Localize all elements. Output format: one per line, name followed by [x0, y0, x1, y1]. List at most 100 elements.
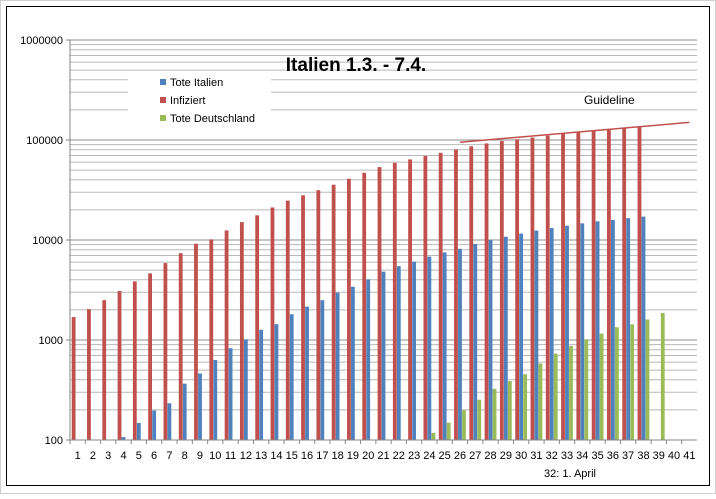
legend-label: Infiziert	[170, 95, 205, 107]
bar-infiziert	[469, 146, 474, 441]
x-tick-label: 1	[75, 450, 81, 462]
legend-label: Tote Deutschland	[170, 113, 255, 125]
bar-tote-italien	[366, 279, 371, 440]
bar-infiziert	[408, 159, 412, 440]
bar-tote-italien	[259, 329, 264, 440]
legend-swatch	[160, 115, 166, 121]
bar-tote-italien	[228, 348, 233, 440]
bar-infiziert	[377, 167, 382, 440]
bar-tote-deutschland	[477, 399, 482, 440]
x-tick-label: 26	[454, 450, 466, 462]
bar-infiziert	[515, 139, 520, 440]
bar-tote-italien	[534, 230, 539, 440]
x-tick-label: 19	[347, 450, 359, 462]
bar-tote-deutschland	[446, 422, 451, 440]
legend-box	[128, 72, 271, 130]
bar-infiziert	[270, 207, 275, 440]
bar-infiziert	[637, 126, 642, 441]
x-tick-label: 23	[408, 450, 420, 462]
legend-swatch	[160, 79, 166, 85]
bar-tote-italien	[641, 216, 646, 440]
april-annotation: 32: 1. April	[544, 468, 596, 480]
y-tick-label: 100	[45, 435, 63, 447]
bar-infiziert	[301, 195, 305, 440]
x-tick-label: 24	[423, 450, 435, 462]
x-tick-label: 22	[393, 450, 405, 462]
legend-label: Tote Italien	[170, 77, 223, 89]
bar-tote-deutschland	[523, 374, 528, 440]
x-tick-label: 6	[151, 450, 157, 462]
x-tick-label: 9	[197, 450, 203, 462]
x-tick-label: 30	[515, 450, 527, 462]
x-tick-label: 33	[561, 450, 573, 462]
bar-tote-italien	[320, 300, 325, 440]
legend: Tote Italien Infiziert Tote Deutschland	[128, 72, 271, 130]
bar-infiziert	[591, 130, 596, 440]
bar-tote-italien	[152, 410, 157, 440]
x-tick-label: 16	[301, 450, 313, 462]
guideline-label: Guideline	[584, 93, 635, 107]
bar-infiziert	[194, 243, 198, 440]
bar-tote-italien	[198, 373, 202, 440]
chart-border	[6, 6, 710, 486]
x-tick-label: 13	[255, 450, 267, 462]
bar-tote-deutschland	[599, 333, 604, 440]
x-tick-label: 32	[546, 450, 558, 462]
bar-tote-italien	[519, 233, 524, 440]
bar-tote-deutschland	[492, 388, 497, 440]
bar-tote-italien	[626, 218, 631, 440]
bar-tote-italien	[610, 219, 615, 440]
x-tick-label: 3	[105, 450, 111, 462]
bar-tote-italien	[305, 306, 309, 440]
bar-infiziert	[178, 253, 183, 440]
bar-infiziert	[392, 162, 397, 440]
x-tick-label: 5	[136, 450, 142, 462]
bar-tote-italien	[121, 437, 126, 440]
bar-infiziert	[255, 215, 260, 440]
x-tick-label: 31	[530, 450, 542, 462]
legend-swatch	[160, 97, 166, 103]
bar-infiziert	[484, 143, 489, 440]
bar-tote-italien	[580, 223, 585, 440]
x-tick-label: 15	[286, 450, 298, 462]
bar-tote-deutschland	[630, 324, 635, 440]
bar-infiziert	[561, 133, 565, 440]
bar-infiziert	[87, 309, 91, 440]
bar-infiziert	[622, 127, 627, 441]
bar-tote-italien	[458, 248, 462, 440]
bar-tote-deutschland	[462, 410, 466, 440]
bar-infiziert	[148, 273, 153, 440]
bar-infiziert	[454, 149, 458, 440]
bar-tote-italien	[274, 324, 279, 440]
bar-tote-deutschland	[614, 327, 619, 440]
x-tick-label: 29	[500, 450, 512, 462]
chart-title: Italien 1.3. - 7.4.	[286, 55, 426, 76]
x-tick-label: 28	[484, 450, 496, 462]
x-tick-label: 18	[331, 450, 343, 462]
x-tick-label: 38	[637, 450, 649, 462]
bar-tote-italien	[412, 261, 416, 440]
bar-tote-italien	[427, 256, 432, 440]
x-tick-label: 17	[316, 450, 328, 462]
bar-infiziert	[224, 230, 229, 440]
bar-infiziert	[209, 239, 214, 440]
x-tick-label: 35	[591, 450, 603, 462]
bar-tote-deutschland	[584, 339, 589, 440]
bar-tote-italien	[167, 403, 172, 440]
bar-tote-italien	[488, 239, 493, 440]
x-tick-label: 21	[377, 450, 389, 462]
x-tick-label: 27	[469, 450, 481, 462]
bar-tote-deutschland	[645, 319, 650, 440]
bar-tote-deutschland	[507, 381, 512, 440]
bar-infiziert	[530, 137, 535, 440]
bar-infiziert	[545, 135, 550, 440]
bar-tote-italien	[136, 422, 141, 440]
bar-tote-deutschland	[431, 432, 436, 440]
bars	[71, 126, 665, 441]
x-tick-label: 14	[270, 450, 282, 462]
bar-infiziert	[132, 281, 137, 440]
x-tick-label: 20	[362, 450, 374, 462]
bar-infiziert	[362, 172, 367, 440]
